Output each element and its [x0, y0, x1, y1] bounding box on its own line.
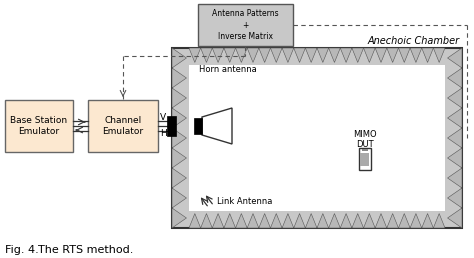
Polygon shape — [172, 108, 186, 128]
Polygon shape — [447, 48, 462, 68]
Polygon shape — [172, 168, 186, 188]
Polygon shape — [294, 48, 305, 62]
Polygon shape — [447, 168, 462, 188]
Polygon shape — [247, 48, 259, 62]
Bar — [5, 100, 73, 152]
Bar — [172, 48, 462, 228]
Polygon shape — [172, 48, 186, 68]
Polygon shape — [422, 214, 433, 228]
Polygon shape — [433, 214, 445, 228]
Polygon shape — [294, 214, 305, 228]
Polygon shape — [387, 214, 399, 228]
Bar — [189, 65, 445, 211]
Bar — [167, 116, 176, 136]
Polygon shape — [447, 188, 462, 208]
Polygon shape — [340, 214, 352, 228]
Polygon shape — [236, 48, 247, 62]
Polygon shape — [433, 48, 445, 62]
Polygon shape — [189, 48, 201, 62]
Polygon shape — [212, 214, 224, 228]
Polygon shape — [172, 188, 186, 208]
Polygon shape — [352, 214, 364, 228]
Polygon shape — [259, 214, 271, 228]
Text: The RTS method.: The RTS method. — [38, 245, 133, 255]
Polygon shape — [340, 48, 352, 62]
Text: Link Antenna: Link Antenna — [217, 197, 273, 206]
Polygon shape — [447, 88, 462, 108]
Polygon shape — [364, 214, 375, 228]
Polygon shape — [352, 48, 364, 62]
Polygon shape — [447, 68, 462, 88]
Polygon shape — [172, 68, 186, 88]
Text: Anechoic Chamber: Anechoic Chamber — [368, 36, 460, 46]
Text: Fig. 4.: Fig. 4. — [5, 245, 39, 255]
Bar — [359, 148, 371, 170]
Polygon shape — [375, 48, 387, 62]
Polygon shape — [172, 128, 186, 148]
Text: Antenna Patterns
+
Inverse Matrix: Antenna Patterns + Inverse Matrix — [212, 9, 279, 41]
Polygon shape — [172, 88, 186, 108]
Polygon shape — [447, 148, 462, 168]
Polygon shape — [375, 214, 387, 228]
Polygon shape — [189, 214, 201, 228]
Polygon shape — [399, 48, 410, 62]
Bar — [194, 118, 202, 134]
Polygon shape — [447, 208, 462, 228]
Polygon shape — [201, 48, 212, 62]
Bar — [88, 100, 158, 152]
Polygon shape — [447, 108, 462, 128]
Polygon shape — [212, 48, 224, 62]
Text: MIMO
DUT: MIMO DUT — [353, 130, 377, 149]
Polygon shape — [201, 214, 212, 228]
Polygon shape — [399, 214, 410, 228]
Polygon shape — [317, 48, 328, 62]
Bar — [198, 4, 293, 46]
Polygon shape — [259, 48, 271, 62]
Polygon shape — [236, 214, 247, 228]
Text: V: V — [160, 114, 166, 123]
Text: H: H — [160, 130, 167, 139]
Polygon shape — [247, 214, 259, 228]
Polygon shape — [364, 48, 375, 62]
Polygon shape — [172, 148, 186, 168]
Polygon shape — [328, 214, 340, 228]
Text: Base Station
Emulator: Base Station Emulator — [10, 116, 68, 136]
Polygon shape — [410, 214, 422, 228]
Polygon shape — [328, 48, 340, 62]
Polygon shape — [305, 48, 317, 62]
Polygon shape — [422, 48, 433, 62]
Polygon shape — [387, 48, 399, 62]
Polygon shape — [172, 208, 186, 228]
Bar — [362, 149, 368, 151]
Polygon shape — [271, 214, 282, 228]
Polygon shape — [447, 128, 462, 148]
Text: Horn antenna: Horn antenna — [199, 66, 257, 75]
Polygon shape — [202, 108, 232, 144]
Polygon shape — [224, 48, 236, 62]
Text: Channel
Emulator: Channel Emulator — [102, 116, 144, 136]
Polygon shape — [282, 214, 294, 228]
Polygon shape — [317, 214, 328, 228]
Polygon shape — [410, 48, 422, 62]
Polygon shape — [271, 48, 282, 62]
Polygon shape — [305, 214, 317, 228]
Bar — [361, 153, 370, 166]
Polygon shape — [224, 214, 236, 228]
Polygon shape — [282, 48, 294, 62]
